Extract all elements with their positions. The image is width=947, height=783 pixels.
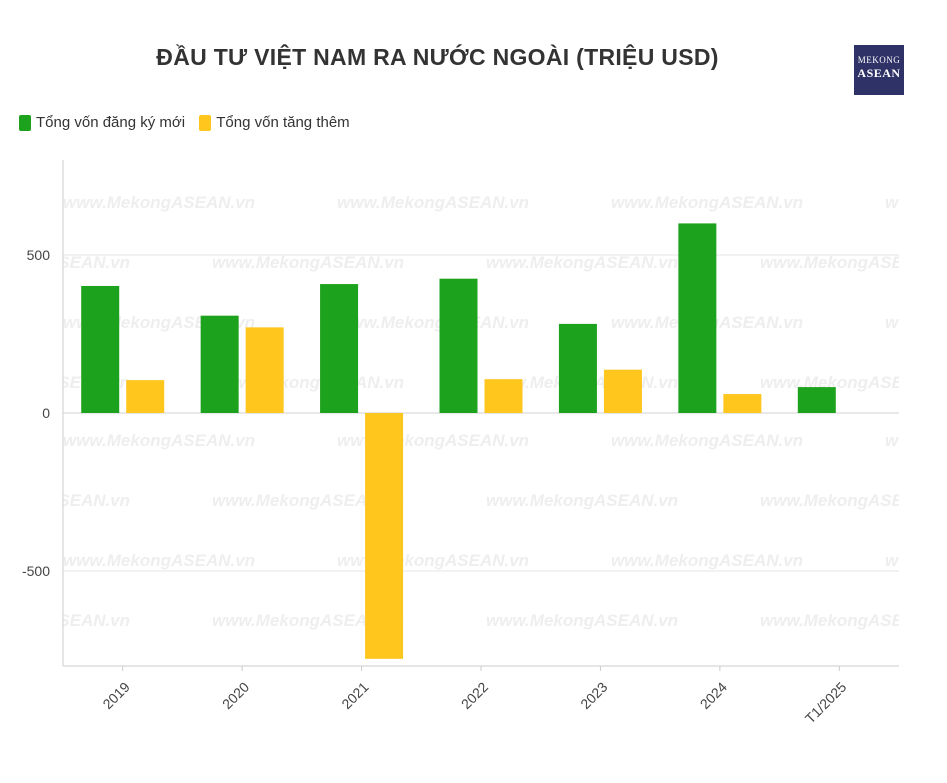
bar-added-2022 <box>484 379 523 413</box>
x-tick-label: 2020 <box>219 679 252 712</box>
watermark-text: www.MekongASEAN.vn <box>337 313 529 332</box>
bar-added-2019 <box>126 380 165 413</box>
watermark-text: www.MekongASEAN.vn <box>63 193 255 212</box>
y-tick-label: -500 <box>22 563 50 579</box>
watermark-text: www.MekongASEAN.vn <box>611 551 803 570</box>
x-tick-label: 2023 <box>577 679 610 712</box>
watermark-text: www.MekongASEAN.vn <box>337 193 529 212</box>
watermark-text: www.MekongASEAN.vn <box>212 253 404 272</box>
watermark-text: www.MekongASEAN.vn <box>0 253 130 272</box>
logo-line-1: MEKONG <box>857 55 901 65</box>
legend-label-new-registered: Tổng vốn đăng ký mới <box>36 114 186 131</box>
watermark-text: www.MekongASEAN.vn <box>760 373 947 392</box>
bars <box>81 223 836 659</box>
watermark-text: www.MekongASEAN.vn <box>885 551 947 570</box>
watermark-text: www.MekongASEAN.vn <box>885 313 947 332</box>
watermark-text: www.MekongASEAN.vn <box>885 193 947 212</box>
watermark-text: www.MekongASEAN.vn <box>486 611 678 630</box>
y-tick-label: 0 <box>42 405 50 421</box>
logo-line-2: ASEAN <box>857 66 901 80</box>
watermark-text: www.MekongASEAN.vn <box>212 611 404 630</box>
x-tick-label: T1/2025 <box>802 679 850 727</box>
x-axis-ticks: 2019 2020 2021 2022 2023 2024 T1/2025 <box>99 666 850 727</box>
watermark-text: www.MekongASEAN.vn <box>212 373 404 392</box>
bar-added-2023 <box>603 369 642 413</box>
watermark-text: www.MekongASEAN.vn <box>760 611 947 630</box>
bar-new-registered-2024 <box>678 223 717 413</box>
bar-new-registered-2022 <box>439 278 478 413</box>
bar-added-2021 <box>365 413 404 659</box>
watermark-text: www.MekongASEAN.vn <box>0 491 130 510</box>
legend-item-new-registered[interactable]: Tổng vốn đăng ký mới <box>19 114 185 131</box>
watermark-text: www.MekongASEAN.vn <box>760 491 947 510</box>
bar-new-registered-2023 <box>558 323 597 413</box>
legend-label-added: Tổng vốn tăng thêm <box>216 114 350 131</box>
watermark-text: www.MekongASEAN.vn <box>486 253 678 272</box>
bar-added-2020 <box>245 327 284 413</box>
watermark-text: www.MekongASEAN.vn <box>212 491 404 510</box>
watermark-text: www.MekongASEAN.vn <box>760 253 947 272</box>
watermark-text: www.MekongASEAN.vn <box>611 431 803 450</box>
y-axis-ticks: -500 0 500 <box>22 247 50 579</box>
legend-swatch-added <box>199 114 212 131</box>
legend-swatch-new-registered <box>19 114 31 131</box>
watermark-text: www.MekongASEAN.vn <box>885 431 947 450</box>
legend: Tổng vốn đăng ký mới Tổng vốn tăng thêm <box>19 114 360 135</box>
watermark-text: www.MekongASEAN.vn <box>0 611 130 630</box>
chart-title: ĐẦU TƯ VIỆT NAM RA NƯỚC NGOÀI (TRIỆU USD… <box>156 44 719 70</box>
x-tick-label: 2022 <box>458 679 491 712</box>
x-tick-label: 2024 <box>697 679 730 712</box>
bar-added-2024 <box>723 394 762 413</box>
bar-new-registered-2019 <box>81 285 120 413</box>
watermark-text: www.MekongASEAN.vn <box>611 193 803 212</box>
watermark-text: www.MekongASEAN.vn <box>63 431 255 450</box>
bar-new-registered-2020 <box>200 315 239 413</box>
watermark-text: www.MekongASEAN.vn <box>486 491 678 510</box>
x-tick-label: 2021 <box>338 679 371 712</box>
watermark-text: www.MekongASEAN.vn <box>63 551 255 570</box>
y-tick-label: 500 <box>27 247 51 263</box>
mekong-asean-logo: MEKONG ASEAN <box>854 45 904 95</box>
bar-new-registered-T1-2025 <box>797 387 836 413</box>
x-tick-label: 2019 <box>99 679 132 712</box>
bar-new-registered-2021 <box>320 284 359 413</box>
legend-item-added[interactable]: Tổng vốn tăng thêm <box>199 114 350 131</box>
gridlines <box>63 254 899 572</box>
